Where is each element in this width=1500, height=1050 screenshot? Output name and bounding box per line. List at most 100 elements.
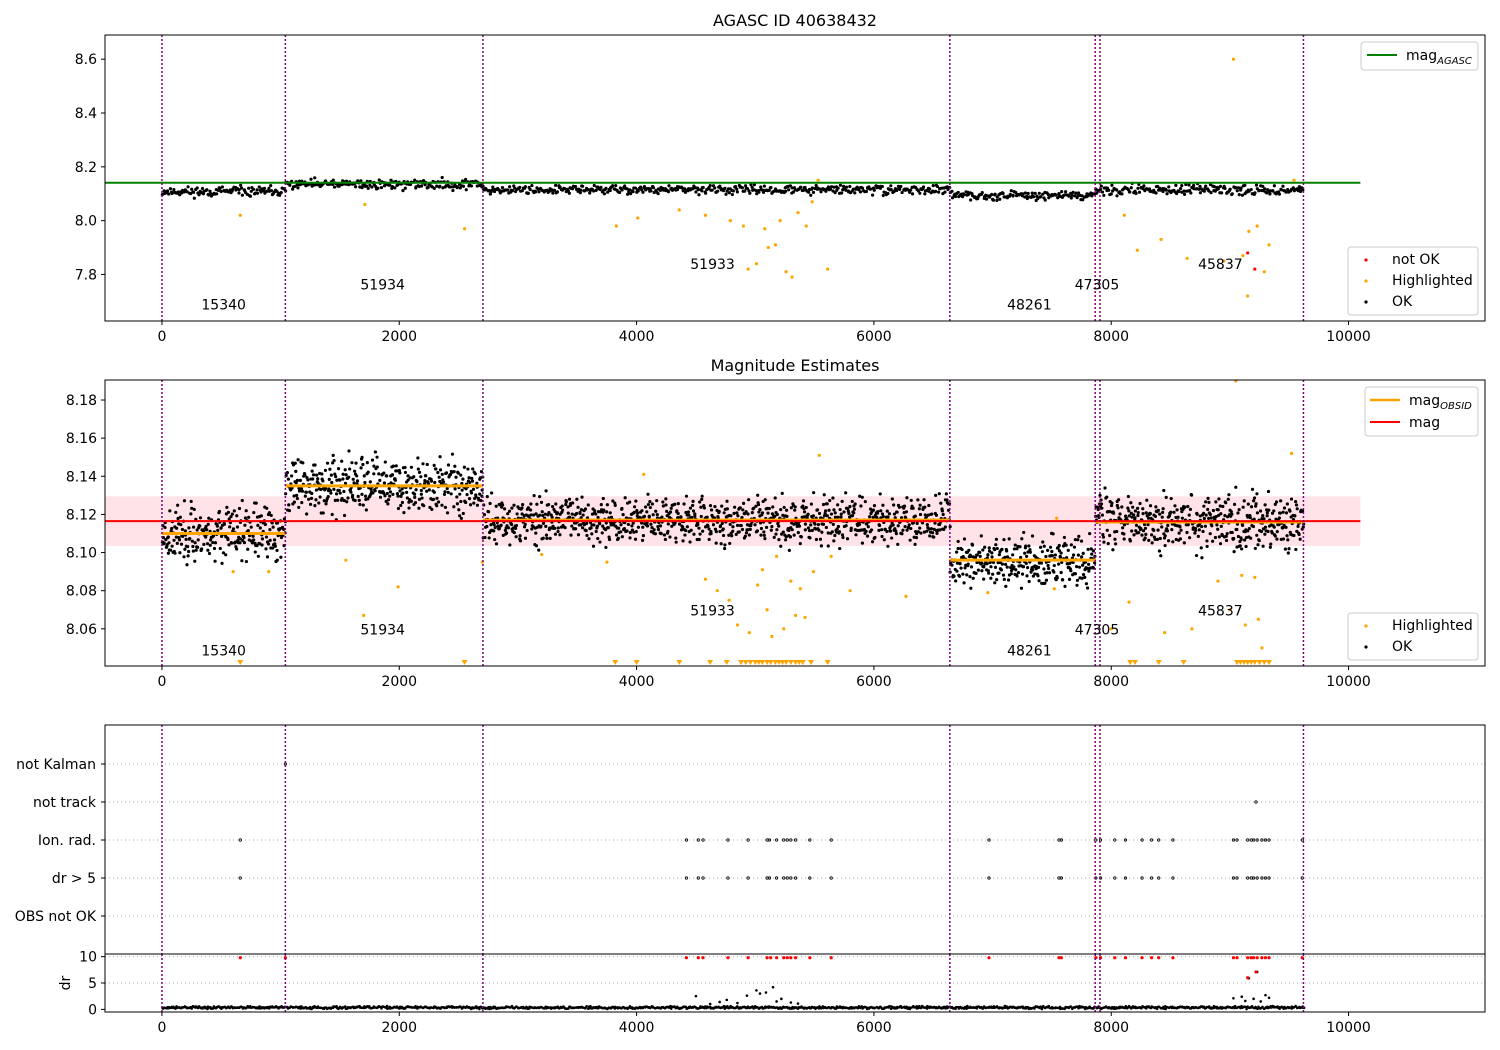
ok-point — [1036, 196, 1040, 201]
ok-point — [661, 504, 665, 508]
ok-point — [486, 510, 491, 514]
ok-point — [878, 492, 882, 496]
ok-point — [529, 513, 533, 517]
ok-point — [1143, 526, 1148, 530]
ok-point — [1111, 548, 1115, 552]
ok-point — [1165, 192, 1169, 196]
ok-point — [606, 190, 610, 194]
ok-point — [520, 189, 524, 193]
ok-point — [1043, 581, 1047, 585]
ok-point — [819, 544, 823, 548]
ok-point — [880, 528, 884, 532]
ok-point — [353, 498, 357, 503]
ok-point — [494, 542, 499, 546]
ok-point — [310, 469, 314, 473]
ok-point — [952, 574, 956, 578]
highlighted-point — [728, 219, 732, 223]
ok-point — [475, 481, 479, 485]
ok-point — [251, 187, 256, 191]
ok-point — [321, 511, 325, 515]
ok-point — [646, 502, 650, 507]
ok-point — [275, 548, 279, 553]
ok-point — [797, 524, 802, 528]
ok-point — [688, 540, 692, 544]
highlighted-point — [1243, 623, 1247, 627]
ok-point — [1189, 493, 1194, 497]
ok-point — [980, 561, 984, 565]
ok-point — [1015, 574, 1019, 578]
ok-point — [580, 495, 584, 499]
ok-point — [1235, 189, 1239, 193]
ok-point — [1175, 508, 1179, 512]
ok-point — [567, 497, 572, 501]
ok-point — [734, 532, 738, 537]
ok-point — [346, 496, 350, 500]
ok-point — [375, 465, 379, 469]
ok-point — [1052, 570, 1056, 574]
ok-point — [1129, 511, 1133, 515]
highlighted-point — [1247, 229, 1251, 234]
ok-point — [1137, 190, 1142, 194]
ok-point — [1025, 574, 1029, 578]
dr-point — [378, 1005, 382, 1009]
ok-point — [1023, 191, 1028, 195]
ok-point — [1294, 503, 1299, 507]
ok-point — [1021, 192, 1025, 196]
ok-point — [235, 525, 240, 529]
ok-point — [379, 185, 384, 190]
ok-point — [1003, 555, 1007, 559]
ok-point — [723, 546, 727, 551]
ok-point — [686, 510, 691, 514]
flag-point — [793, 876, 798, 880]
ok-point — [725, 499, 729, 503]
ok-point — [178, 551, 182, 555]
ok-point — [1201, 511, 1206, 515]
ok-point — [1236, 534, 1240, 539]
ok-point — [265, 506, 269, 510]
highlighted-point — [1159, 237, 1163, 242]
ok-point — [958, 562, 962, 566]
ok-point — [512, 503, 516, 507]
ok-point — [777, 538, 781, 542]
panel-1-title: AGASC ID 40638432 — [713, 11, 877, 30]
ok-point — [956, 546, 960, 551]
ok-point — [1008, 192, 1012, 197]
ok-point — [1129, 186, 1133, 190]
ok-point — [425, 489, 429, 493]
ok-point — [1127, 514, 1131, 518]
ok-point — [829, 185, 834, 189]
ok-point — [1152, 528, 1156, 532]
ok-point — [1050, 554, 1054, 558]
ok-point — [1243, 183, 1247, 187]
ok-point — [428, 505, 432, 509]
ok-point — [1201, 529, 1205, 534]
ok-point — [730, 192, 734, 197]
ok-point — [489, 523, 493, 527]
ok-point — [707, 537, 711, 542]
ok-point — [698, 500, 702, 504]
ok-point — [219, 534, 224, 538]
ok-point — [294, 469, 298, 473]
ok-point — [1014, 190, 1018, 195]
ok-point — [493, 525, 497, 530]
dr-point — [684, 1005, 687, 1009]
ok-point — [432, 186, 436, 190]
ok-point — [521, 503, 525, 507]
ok-point — [855, 185, 859, 189]
ok-point — [1291, 186, 1295, 190]
ok-point — [585, 521, 589, 525]
ok-point — [635, 511, 640, 515]
ok-point — [553, 526, 557, 530]
ok-point — [902, 504, 907, 508]
ok-point — [844, 491, 848, 495]
ok-point — [468, 503, 473, 507]
ok-point — [1161, 507, 1165, 511]
ok-point — [923, 192, 927, 196]
ok-point — [586, 503, 590, 507]
ok-point — [987, 571, 991, 575]
ok-point — [1027, 544, 1031, 548]
ok-point — [689, 528, 693, 532]
ok-point — [592, 189, 596, 193]
ok-point — [417, 506, 421, 510]
ok-point — [1279, 188, 1283, 192]
